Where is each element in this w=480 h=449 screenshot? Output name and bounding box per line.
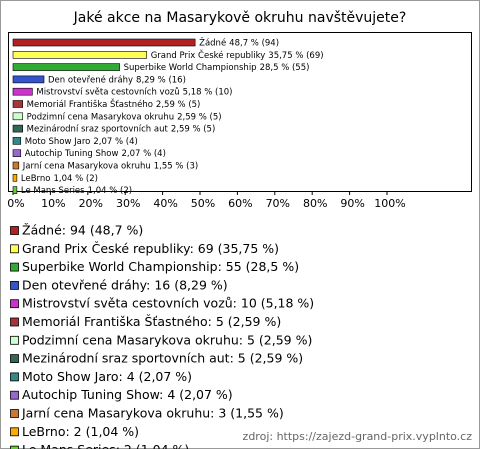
bar-category: Žádné: [199, 36, 226, 48]
bar: [12, 161, 20, 170]
legend-label: Mistrovství světa cestovních vozů: 10 (5…: [22, 296, 314, 311]
legend-label: Memoriál Františka Šťastného: 5 (2,59 %): [22, 314, 281, 329]
bar-label: Superbike World Championship 28,5 % (55): [124, 63, 310, 73]
legend-swatch: [10, 335, 19, 345]
x-tick-label: 100%: [374, 197, 405, 210]
bar-label: Podzimní cena Masarykova okruhu 2,59 % (5…: [27, 112, 222, 122]
bar-value-label: 48,7 % (94): [229, 38, 279, 48]
legend-swatch: [10, 390, 19, 400]
legend-swatch: [10, 317, 19, 327]
bar-category: Superbike World Championship: [124, 63, 257, 73]
bar-category: Jarní cena Masarykova okruhu: [22, 161, 151, 171]
legend-swatch: [10, 409, 19, 418]
bar-value-label: 2,59 % (5): [171, 124, 215, 134]
bar: [12, 174, 18, 182]
bar-label: LeBrno 1,04 % (2): [21, 173, 98, 183]
bar: [12, 137, 22, 145]
legend-label: Den otevřené dráhy: 16 (8,29 %): [22, 277, 228, 292]
bar-label: Mezinárodní sraz sportovních aut 2,59 % (…: [27, 124, 216, 134]
bar: [12, 50, 148, 59]
bar-value-label: 8,29 % (16): [136, 75, 186, 85]
bar: [12, 87, 33, 96]
bar-category: Le Mans Series: [21, 186, 85, 196]
bar-category: Memoriál Františka Šťastného: [27, 98, 153, 110]
legend-swatch: [10, 372, 19, 382]
source: zdroj: https://zajezd-grand-prix.vyplnto…: [243, 430, 473, 443]
bar: [12, 100, 23, 108]
bar-value-label: 28,5 % (55): [260, 63, 310, 73]
bar-value-label: 5,18 % (10): [183, 87, 233, 97]
legend-label: LeBrno: 2 (1,04 %): [22, 424, 139, 439]
legend-swatch: [10, 244, 19, 254]
x-tick-label: 90%: [340, 197, 364, 210]
bar: [12, 124, 23, 133]
bar-label: Mistrovství světa cestovních vozů 5,18 % …: [36, 86, 232, 97]
bar-value-label: 2,07 % (4): [121, 149, 165, 159]
bar-category: Grand Prix České republiky: [151, 48, 266, 60]
x-tick-label: 80%: [303, 197, 327, 210]
bar-value-label: 2,59 % (5): [156, 100, 200, 110]
legend-swatch: [10, 280, 19, 290]
legend-label: Jarní cena Masarykova okruhu: 3 (1,55 %): [21, 406, 284, 421]
bar-label: Žádné 48,7 % (94): [199, 36, 279, 48]
bar-value-label: 1,04 % (2): [53, 173, 97, 183]
bar-label: Jarní cena Masarykova okruhu 1,55 % (3): [22, 161, 198, 171]
bar-label: Den otevřené dráhy 8,29 % (16): [48, 74, 186, 85]
bar-category: Den otevřené dráhy: [48, 74, 133, 85]
bar-category: Mistrovství světa cestovních vozů: [36, 86, 179, 97]
legend-label: Autochip Tuning Show: 4 (2,07 %): [22, 387, 233, 402]
legend-label: Mezinárodní sraz sportovních aut: 5 (2,5…: [22, 351, 303, 366]
x-tick-label: 30%: [116, 197, 140, 210]
x-tick-label: 50%: [191, 197, 215, 210]
legend-swatch: [10, 226, 19, 235]
bar-value-label: 1,04 % (2): [88, 186, 132, 196]
bar-value-label: 1,55 % (3): [154, 161, 198, 171]
bar-category: LeBrno: [21, 173, 51, 183]
bar-category: Mezinárodní sraz sportovních aut: [27, 124, 169, 134]
bar: [12, 149, 22, 157]
x-tick-label: 20%: [79, 197, 103, 210]
legend-label: Le Mans Series: 2 (1,04 %): [22, 442, 189, 449]
legend-swatch: [10, 354, 19, 364]
legend-swatch: [10, 299, 19, 309]
plot-frame: [8, 32, 472, 192]
bar-value-label: 2,07 % (4): [93, 136, 137, 146]
legend-label: Grand Prix České republiky: 69 (35,75 %): [22, 241, 279, 256]
bar-label: Memoriál Františka Šťastného 2,59 % (5): [27, 98, 201, 110]
bar-label: Grand Prix České republiky 35,75 % (69): [151, 48, 324, 60]
legend-label: Superbike World Championship: 55 (28,5 %…: [22, 259, 299, 274]
chart-title: Jaké akce na Masarykově okruhu navštěvuj…: [73, 10, 407, 26]
bar: [12, 38, 196, 47]
legend-swatch: [10, 262, 19, 272]
bar-label: Autochip Tuning Show 2,07 % (4): [25, 149, 166, 159]
bar-label: Moto Show Jaro 2,07 % (4): [25, 136, 138, 146]
legend-label: Podzimní cena Masarykova okruhu: 5 (2,59…: [22, 332, 312, 347]
legend-swatch: [10, 427, 19, 437]
bar: [12, 112, 23, 121]
bar-value-label: 2,59 % (5): [177, 112, 221, 122]
bar-category: Podzimní cena Masarykova okruhu: [27, 112, 174, 122]
bar: [12, 63, 120, 71]
bar-value-label: 35,75 % (69): [268, 50, 323, 60]
bar-category: Moto Show Jaro: [25, 136, 91, 146]
bar: [12, 186, 18, 194]
bar-label: Le Mans Series 1,04 % (2): [21, 186, 132, 196]
bar-category: Autochip Tuning Show: [25, 149, 119, 159]
x-tick-label: 70%: [266, 197, 290, 210]
x-tick-label: 0%: [7, 197, 24, 210]
legend-label: Žádné: 94 (48,7 %): [22, 223, 143, 238]
legend-swatch: [10, 445, 19, 449]
x-tick-label: 40%: [153, 197, 177, 210]
x-tick-label: 60%: [228, 197, 252, 210]
legend-label: Moto Show Jaro: 4 (2,07 %): [22, 369, 192, 384]
x-tick-label: 10%: [41, 197, 65, 210]
bar: [12, 75, 45, 84]
